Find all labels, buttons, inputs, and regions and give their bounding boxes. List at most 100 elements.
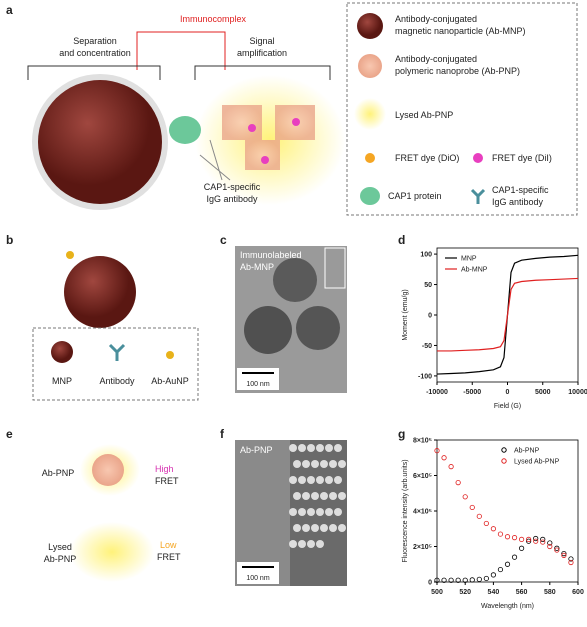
text: High — [155, 464, 174, 474]
point — [469, 577, 475, 583]
text: FRET dye (DiI) — [492, 153, 552, 163]
particle — [244, 306, 292, 354]
text: Ab-PNP — [240, 445, 273, 455]
point — [568, 559, 574, 566]
x-tick-label: -10000 — [426, 389, 448, 396]
point — [518, 545, 525, 551]
particle — [325, 508, 333, 516]
particle — [320, 460, 328, 468]
inset — [324, 247, 346, 289]
text: Ab-MNP — [240, 262, 274, 272]
particle — [298, 444, 306, 452]
point — [533, 535, 539, 542]
icon — [51, 341, 73, 363]
text: polymeric nanoprobe (Ab-PNP) — [395, 66, 520, 76]
particle — [325, 444, 333, 452]
panel-label: g — [398, 427, 405, 441]
point — [462, 494, 468, 500]
legend-label: Ab-PNP — [514, 448, 540, 455]
point — [448, 577, 454, 583]
text: CAP1 protein — [388, 191, 442, 201]
particle — [289, 444, 297, 452]
text: amplification — [237, 48, 287, 58]
particle — [316, 540, 324, 548]
pnp — [245, 140, 280, 170]
point — [441, 577, 447, 583]
cap1 — [169, 116, 201, 144]
text: Antibody — [99, 376, 135, 386]
particle — [302, 492, 310, 500]
dye — [248, 124, 256, 132]
text: MNP — [52, 376, 72, 386]
panel-label: c — [220, 233, 227, 247]
y-tick-label: 0 — [428, 580, 432, 587]
point — [540, 539, 546, 545]
x-tick-label: 560 — [516, 589, 528, 596]
particle — [311, 524, 319, 532]
mnp — [38, 80, 162, 204]
point — [448, 464, 454, 470]
point — [547, 543, 553, 550]
aunp — [66, 251, 74, 259]
text: 100 nm — [246, 381, 270, 388]
particle — [307, 540, 315, 548]
panel-c: c Immunolabeled Ab-MNP 100 nm — [220, 233, 347, 393]
particle — [289, 476, 297, 484]
particle — [302, 524, 310, 532]
particle — [316, 476, 324, 484]
point — [469, 504, 475, 511]
y-tick-label: 4×10⁵ — [413, 509, 432, 516]
panel-label: a — [6, 3, 13, 17]
x-tick-label: 580 — [544, 589, 556, 596]
point — [497, 566, 504, 573]
particle — [329, 460, 337, 468]
text: Antibody-conjugated — [395, 14, 477, 24]
particle — [298, 508, 306, 516]
arrow — [199, 139, 231, 181]
particle — [307, 508, 315, 516]
panel-label: e — [6, 427, 13, 441]
panel-label: d — [398, 233, 405, 247]
x-tick-label: 10000 — [568, 389, 587, 396]
bracket — [136, 31, 226, 70]
point — [441, 455, 447, 461]
icon — [108, 343, 126, 361]
particle — [296, 306, 340, 350]
text: FRET dye (DiO) — [395, 153, 459, 163]
text: IgG antibody — [206, 194, 258, 204]
point — [526, 536, 532, 543]
dye — [292, 118, 300, 126]
text: 100 nm — [246, 575, 270, 582]
text: Ab-PNP — [42, 468, 75, 478]
point — [504, 561, 511, 567]
particle — [289, 508, 297, 516]
y-tick-label: 2×10⁵ — [413, 544, 432, 551]
particle — [320, 524, 328, 532]
particle — [298, 540, 306, 548]
panel-e: e Ab-PNP High FRET Lysed Ab-PNP Low FRET — [6, 427, 181, 582]
y-tick-label: 50 — [424, 282, 432, 289]
x-tick-label: 520 — [459, 589, 471, 596]
point — [554, 545, 560, 551]
point — [455, 479, 461, 486]
point — [455, 577, 461, 583]
mnp — [64, 256, 136, 328]
y-axis-label: Moment (emu/g) — [402, 289, 409, 340]
immunocomplex-label: Immunocomplex — [180, 14, 247, 24]
point — [547, 540, 553, 546]
panel-a: a Immunocomplex Separation and concentra… — [6, 2, 578, 216]
legend-label: Lysed Ab-PNP — [514, 459, 560, 466]
y-tick-label: 6×10⁵ — [413, 473, 432, 480]
icon — [470, 188, 486, 204]
legend-label: Ab-MNP — [461, 267, 488, 274]
text: Ab-AuNP — [151, 376, 189, 386]
legend-key — [501, 458, 507, 464]
panel-label: b — [6, 233, 13, 247]
point — [540, 536, 546, 543]
particle — [334, 444, 342, 452]
particle — [334, 508, 342, 516]
panel-b: b MNP Antibody Ab-AuNP — [6, 233, 199, 401]
text: and concentration — [59, 48, 131, 58]
y-tick-label: -100 — [418, 373, 432, 380]
